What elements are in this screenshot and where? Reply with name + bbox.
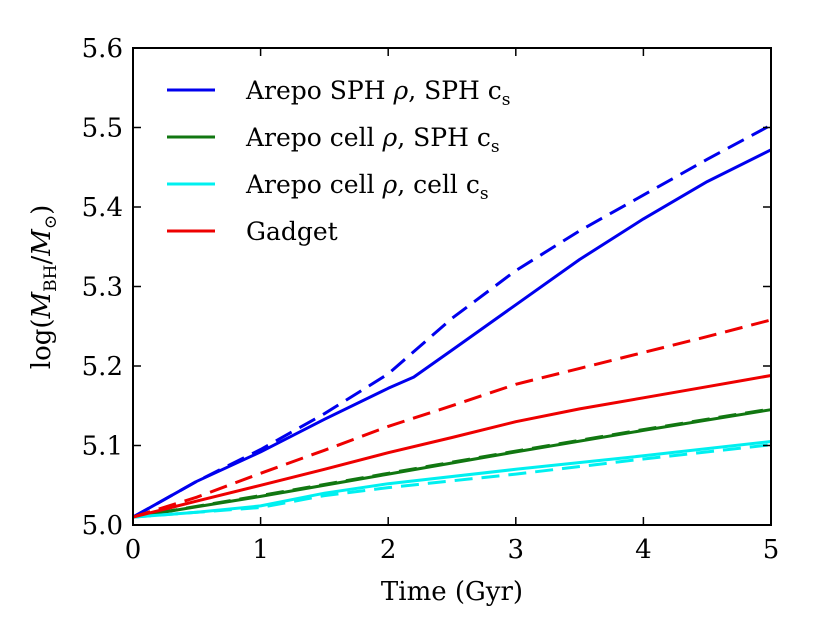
- series-line-7: [132, 318, 772, 519]
- x-tick-label: 2: [380, 535, 397, 565]
- y-tick-label: 5.1: [82, 432, 123, 462]
- legend-label-cell: Arepo cell ρ, cell cs: [245, 170, 489, 204]
- series-layer: [132, 123, 772, 519]
- y-label-slash: /: [27, 256, 57, 265]
- y-label-main2: M: [27, 228, 57, 257]
- x-tick-label: 0: [125, 535, 142, 565]
- y-tick-label: 5.2: [82, 352, 123, 382]
- y-tick-label: 5.0: [82, 511, 123, 541]
- legend-label-sph: Arepo SPH ρ, SPH cs: [245, 76, 511, 110]
- x-tick-label: 5: [763, 535, 780, 565]
- y-label-prefix: log(: [27, 318, 57, 369]
- series-line-4: [132, 440, 772, 519]
- plot-frame: [132, 47, 772, 526]
- y-label-sub1: BH: [41, 265, 61, 292]
- legend: Arepo SPH ρ, SPH cs Arepo cell ρ, SPH cs A…: [167, 76, 511, 246]
- y-tick-label: 5.6: [82, 34, 123, 64]
- series-line-5: [132, 443, 772, 519]
- y-tick-label: 5.3: [82, 273, 123, 303]
- y-label-sub2: ⊙: [41, 215, 61, 229]
- y-label-suffix: ): [27, 205, 57, 215]
- series-line-2: [132, 408, 772, 519]
- ticks-layer: 0 1 2 3 4 5 5.0 5.1 5.2 5.3 5.4 5.5 5.6: [82, 34, 780, 565]
- series-line-1: [132, 123, 772, 519]
- legend-label-cell_sph: Arepo cell ρ, SPH cs: [245, 123, 500, 157]
- y-axis-label: log(MBH/M⊙): [27, 205, 61, 370]
- series-line-6: [132, 374, 772, 519]
- legend-label-gadget: Gadget: [246, 217, 338, 246]
- x-tick-label: 4: [635, 535, 652, 565]
- x-axis-label: Time (Gyr): [381, 577, 523, 607]
- y-label-main1: M: [27, 290, 57, 319]
- x-tick-label: 1: [252, 535, 269, 565]
- series-line-0: [132, 148, 772, 519]
- x-tick-label: 3: [508, 535, 525, 565]
- y-tick-label: 5.5: [82, 114, 123, 144]
- y-tick-label: 5.4: [82, 193, 123, 223]
